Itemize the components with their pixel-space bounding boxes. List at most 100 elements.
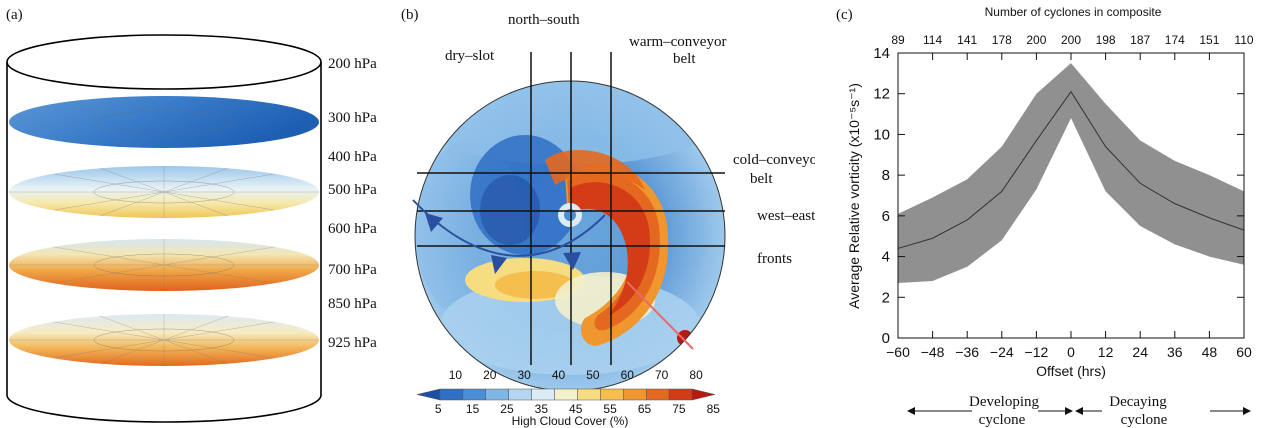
level-label: 200 hPa xyxy=(328,56,377,72)
top-tick-label: 200 xyxy=(1061,33,1081,47)
x-axis-label: Offset (hrs) xyxy=(1036,363,1106,379)
cylinder-outline xyxy=(6,34,322,423)
sector-label-cold-conveyor: cold–conveyor xyxy=(733,152,815,168)
colorbar-title: High Cloud Cover (%) xyxy=(512,414,629,428)
top-tick-label: 141 xyxy=(957,33,977,47)
sector-label-west-east: west–east xyxy=(757,208,815,224)
top-tick-label: 174 xyxy=(1165,33,1185,47)
x-tick-label: −24 xyxy=(990,344,1014,360)
panel-a: (a) xyxy=(0,0,400,428)
disc-300hpa xyxy=(9,96,319,148)
vorticity-spread-band xyxy=(898,63,1244,284)
colorbar-swatch xyxy=(645,388,670,401)
top-tick-label: 110 xyxy=(1234,33,1253,47)
sector-label-warm-conveyor: warm–conveyor xyxy=(629,34,726,50)
warm-front xyxy=(626,281,694,350)
vorticity-mean-line xyxy=(897,90,1245,249)
colorbar-lower-tick: 65 xyxy=(638,402,652,416)
cloud-cover-composite xyxy=(415,81,725,391)
colorbar-lower-tick: 15 xyxy=(466,402,480,416)
panel-a-figure: (a) xyxy=(6,7,377,423)
y-tick-label: 2 xyxy=(882,289,890,306)
x-tick-label: −12 xyxy=(1025,344,1049,360)
x-tick-label: 12 xyxy=(1098,344,1114,360)
x-tick-label: 24 xyxy=(1132,344,1148,360)
y-tick-label: 12 xyxy=(873,86,890,103)
colorbar-swatch xyxy=(668,388,693,401)
colorbar-lower-ticks: 5 15 25 35 45 55 65 75 85 xyxy=(435,402,720,416)
colorbar-swatch xyxy=(577,388,601,401)
sector-label-cold-conveyor-belt: belt xyxy=(750,171,773,187)
top-axis-ticks: 89 114 141 178 200 200 198 187 174 151 110 xyxy=(891,33,1254,60)
x-tick-label: 36 xyxy=(1167,344,1183,360)
sector-label-fronts: fronts xyxy=(757,251,792,267)
top-tick-label: 200 xyxy=(1026,33,1046,47)
colorbar-upper-tick: 10 xyxy=(449,368,463,382)
x-tick-label: −48 xyxy=(921,344,945,360)
disc-925hpa xyxy=(9,314,319,366)
top-tick-label: 187 xyxy=(1130,33,1150,47)
colorbar-swatch xyxy=(485,388,509,401)
y-tick-label: 8 xyxy=(882,167,890,184)
phase-annotations: Developing cyclone Decaying cyclone xyxy=(907,394,1251,428)
sector-label-warm-conveyor-belt: belt xyxy=(673,51,696,67)
sector-grid-lines xyxy=(417,52,725,365)
cold-front xyxy=(412,199,606,274)
x-tick-label: 60 xyxy=(1236,344,1252,360)
colorbar-upper-tick: 50 xyxy=(586,368,600,382)
phase-decaying-cyclone: cyclone xyxy=(1121,412,1168,428)
colorbar-lower-tick: 45 xyxy=(569,402,583,416)
colorbar-upper-tick: 40 xyxy=(552,368,566,382)
colorbar-swatch xyxy=(439,388,464,401)
colorbar-upper-tick: 30 xyxy=(517,368,531,382)
level-label: 600 hPa xyxy=(328,221,377,237)
colorbar xyxy=(416,388,716,401)
colorbar-swatch xyxy=(691,388,716,401)
colorbar-lower-tick: 35 xyxy=(535,402,549,416)
panel-c-figure: (c) Number of cyclones in composite 0 24 6… xyxy=(836,5,1254,428)
y-tick-label: 10 xyxy=(873,126,890,143)
sector-label-dry-slot: dry–slot xyxy=(445,48,495,64)
level-label: 400 hPa xyxy=(328,149,377,165)
colorbar-upper-tick: 60 xyxy=(621,368,635,382)
panel-b: (b) xyxy=(395,0,815,428)
x-tick-label: −60 xyxy=(886,344,910,360)
colorbar-lower-tick: 25 xyxy=(500,402,514,416)
y-tick-label: 0 xyxy=(882,330,890,347)
colorbar-swatch xyxy=(462,388,487,401)
colorbar-swatch xyxy=(600,388,624,401)
level-label: 925 hPa xyxy=(328,335,377,351)
panel-a-label: (a) xyxy=(6,7,23,23)
colorbar-upper-tick: 20 xyxy=(483,368,497,382)
colorbar-lower-tick: 85 xyxy=(707,402,721,416)
colorbar-lower-tick: 75 xyxy=(672,402,686,416)
spread-band-area xyxy=(898,63,1244,284)
chart-top-title: Number of cyclones in composite xyxy=(985,5,1162,19)
top-tick-label: 89 xyxy=(891,33,905,47)
mean-vorticity-line xyxy=(897,90,1245,249)
x-tick-label: 48 xyxy=(1202,344,1218,360)
top-tick-label: 198 xyxy=(1096,33,1116,47)
colorbar-swatch xyxy=(508,388,532,401)
disc-700hpa xyxy=(9,239,319,291)
level-label: 500 hPa xyxy=(328,182,377,198)
phase-decaying: Decaying xyxy=(1109,394,1167,410)
colorbar-upper-ticks: 10 20 30 40 50 60 70 80 xyxy=(449,368,703,382)
pressure-level-labels: 200 hPa 300 hPa 400 hPa 500 hPa 600 hPa … xyxy=(328,56,377,351)
level-label: 850 hPa xyxy=(328,296,377,312)
top-tick-label: 178 xyxy=(992,33,1012,47)
top-tick-label: 151 xyxy=(1199,33,1219,47)
colorbar-upper-tick: 70 xyxy=(655,368,669,382)
panel-c-label: (c) xyxy=(836,7,853,23)
colorbar-lower-tick: 55 xyxy=(603,402,617,416)
top-tick-label: 114 xyxy=(923,33,942,47)
x-tick-label: 0 xyxy=(1067,344,1075,360)
colorbar-lower-tick: 5 xyxy=(435,402,442,416)
y-axis-label: Average Relative vorticity (x10⁻⁵s⁻¹) xyxy=(846,83,862,309)
colorbar-upper-tick: 80 xyxy=(689,368,703,382)
phase-developing: Developing xyxy=(969,394,1039,410)
colorbar-swatch xyxy=(416,388,441,401)
phase-developing-cyclone: cyclone xyxy=(979,412,1026,428)
colorbar-swatch xyxy=(531,388,555,401)
